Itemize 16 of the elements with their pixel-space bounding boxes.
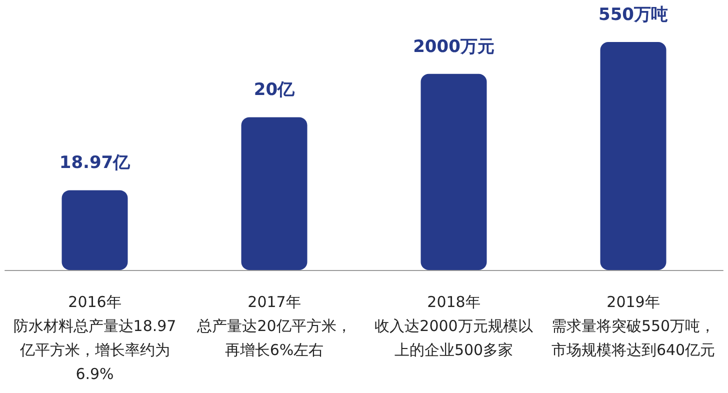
x-tick-label: 2019年 xyxy=(606,293,660,311)
bar xyxy=(600,42,666,270)
annotation: 550万吨 xyxy=(598,5,668,25)
x-tick-label: 2017年 xyxy=(248,293,301,311)
text: 需求量将突破550万吨，市场规模将达到640亿元 xyxy=(551,317,716,359)
annotation: 20亿 xyxy=(254,80,296,100)
bar xyxy=(241,117,308,270)
x-tick-label: 2018年 xyxy=(427,293,480,311)
text: 收入达2000万元规模以上的企业500多家 xyxy=(374,317,533,359)
x-tick-label: 2016年 xyxy=(68,293,122,311)
annotation: 2000万元 xyxy=(413,36,494,57)
text: 总产量达20亿平方米，再增长6%左右 xyxy=(196,317,352,359)
bar xyxy=(62,190,128,270)
bar xyxy=(420,74,487,270)
annotation: 18.97亿 xyxy=(59,153,132,174)
text: 防水材料总产量达18.97亿平方米，增长率约为6.9% xyxy=(13,317,176,383)
